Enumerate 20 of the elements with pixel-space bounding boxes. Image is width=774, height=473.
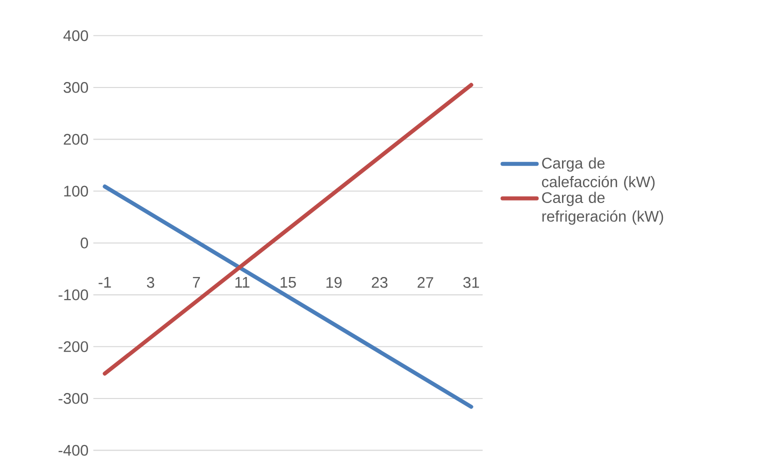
legend-label: Carga de calefacción (kW) (542, 157, 655, 190)
y-tick-label: 0 (80, 238, 88, 248)
x-tick-label: 7 (192, 277, 200, 288)
y-tick-label: -200 (58, 341, 88, 352)
y-tick-label: -300 (58, 393, 88, 404)
x-tick-label: 23 (372, 277, 388, 288)
x-tick-label: 27 (418, 277, 434, 288)
y-tick-label: 100 (64, 186, 88, 197)
y-tick-label: -100 (58, 289, 88, 300)
legend-label: Carga de refrigeración (kW) (542, 192, 664, 225)
y-tick-label: 300 (64, 82, 88, 93)
y-tick-label: -400 (58, 444, 88, 456)
x-tick-label: 31 (463, 277, 479, 288)
x-tick-label: 19 (326, 277, 342, 288)
x-tick-label: 15 (280, 277, 296, 288)
y-tick-label: 400 (63, 30, 88, 42)
x-tick-label: 3 (146, 277, 154, 288)
x-tick-label: 11 (235, 277, 250, 288)
x-tick-label: -1 (98, 277, 111, 288)
y-tick-label: 200 (64, 134, 88, 145)
